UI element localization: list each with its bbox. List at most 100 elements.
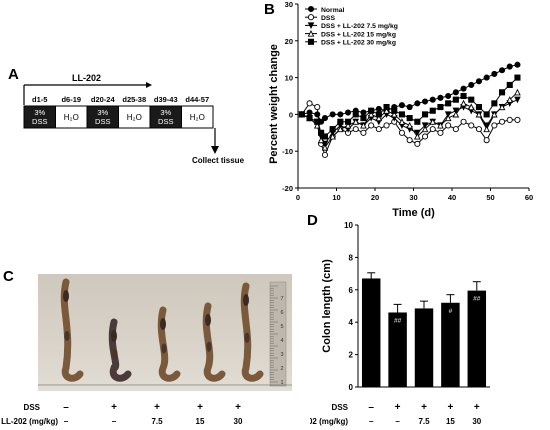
y-tick-label: 20 [285,37,293,46]
collect-tissue-label: Collect tissue [192,156,245,165]
data-point [452,89,459,96]
dose-value: 30 [234,417,243,426]
colon-specimen [202,302,226,382]
legend-label: DSS + LL-202 15 mg/kg [321,31,396,38]
data-point [360,109,367,116]
data-point [383,103,390,111]
data-point [367,110,375,118]
data-point [406,121,413,129]
data-point [468,96,475,103]
data-point [437,121,444,129]
data-point [452,126,459,133]
data-point [452,96,459,103]
data-point [318,129,325,136]
period-days-label: d20-24 [91,95,116,104]
data-point [467,103,475,111]
x-tick-label: 20 [371,193,379,202]
data-point [460,118,467,125]
ruler-label: 2 [280,366,283,372]
data-point [429,96,436,103]
data-point [514,74,521,81]
data-point [475,103,483,111]
data-point [514,96,521,104]
x-axis-label: Time (d) [392,207,435,219]
dose-value: 15 [196,417,205,426]
y-tick-label: 30 [285,0,293,9]
colon-photo: 1 2 3 4 5 6 7 [38,274,292,391]
colon-tissue [202,302,226,382]
data-point [421,98,429,105]
data-point [391,107,398,114]
data-point [506,96,514,103]
colon-dark-segment [205,314,211,326]
bar [414,308,434,387]
data-point [383,107,390,114]
dss-row-label: DSS [332,403,349,412]
data-point [298,111,305,118]
schedule-diagram: LL-202 d1-53%DSSd6-19H₂Od20-243%DSSd25-3… [23,73,245,165]
data-point [468,122,475,129]
bar [361,278,381,387]
data-point [306,115,313,122]
data-point [444,111,452,119]
period-treatment-label: H₂O [127,113,142,122]
data-point [337,125,344,133]
legend-label: DSS + LL-202 7.5 mg/kg [321,23,398,30]
ruler-label: 7 [280,296,283,302]
data-point [483,137,490,144]
data-point [414,118,421,125]
period-treatment-label: DSS [158,117,173,126]
data-point [437,129,444,136]
data-point [429,126,436,133]
data-point [321,115,329,122]
drug-arrow-head [146,82,152,88]
data-point [398,102,405,109]
period-days-label: d1-5 [32,95,47,104]
colon-dark-segment [111,330,117,342]
period-days-label: d44-57 [185,95,209,104]
data-point [398,129,405,136]
data-point [321,143,329,151]
y-tick-label: 2 [349,351,354,360]
dose-value: – [395,417,400,426]
ruler-label: 3 [280,352,283,358]
dose-value: 30 [472,417,481,426]
data-point [307,5,315,13]
y-axis-label: Colon length (cm) [321,259,333,353]
water-period-box [181,105,214,129]
series-4: DSS + LL-202 15 mg/kg [298,29,521,151]
dss-value: + [421,402,427,413]
colon-specimen [157,306,181,382]
data-point [360,121,367,129]
data-point [491,110,498,118]
y-tick-label: 0 [349,383,354,392]
data-point [390,110,398,118]
dose-value: 7.5 [151,417,163,426]
bar [388,312,407,387]
data-point [483,122,490,130]
data-point [414,129,421,137]
colon-dark-segment [206,341,212,352]
data-point [398,111,406,118]
data-point [498,67,506,74]
colon-dark-segment [244,332,250,343]
dss-value: + [447,402,453,413]
legend-label: DSS [321,15,335,22]
data-point [514,61,521,68]
series-5: DSS + LL-202 30 mg/kg [298,38,521,140]
data-point [498,118,506,125]
dose-value: – [112,417,117,426]
data-point [491,100,498,107]
dose-value: 15 [446,417,455,426]
panel-letter-a: A [8,66,19,83]
colon-dark-segment [161,343,167,354]
data-point [352,111,359,118]
data-point [329,111,336,118]
dose-value: 7.5 [418,417,430,426]
period-treatment-label: DSS [95,117,110,126]
data-point [314,118,321,125]
dss-row-label: DSS [24,403,41,412]
y-tick-label: -10 [282,147,293,156]
data-point [414,100,421,107]
